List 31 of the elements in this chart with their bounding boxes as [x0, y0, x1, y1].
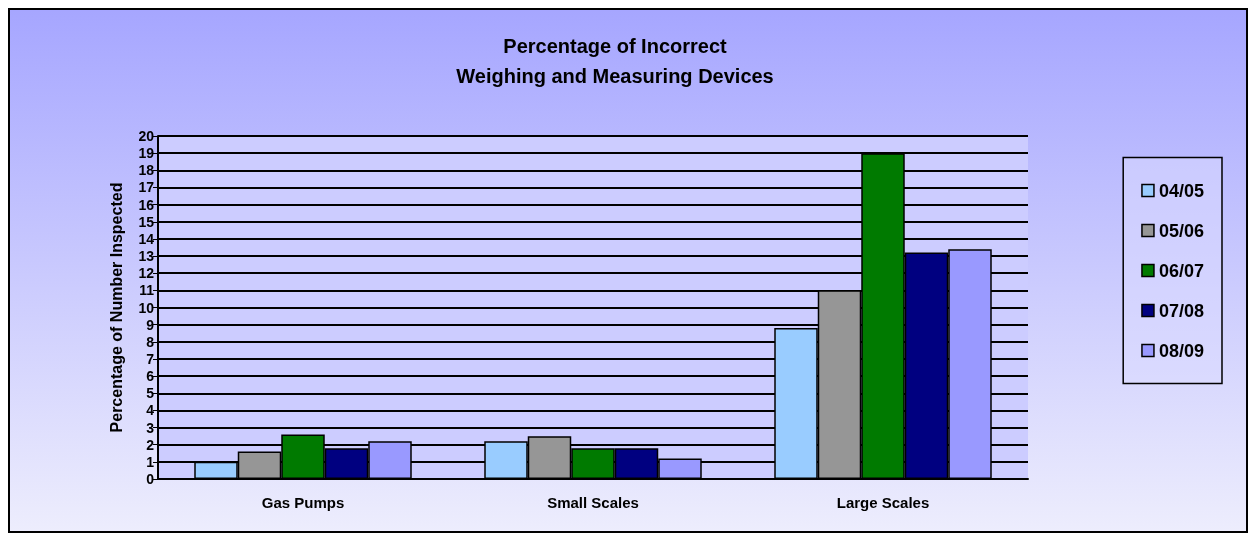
y-tick-label: 15 [138, 213, 155, 230]
y-tick-label: 4 [146, 402, 155, 419]
x-tick-label: Gas Pumps [261, 494, 345, 511]
y-tick-label: 11 [139, 282, 155, 299]
chart-title: Percentage of Incorrect Weighing and Measuring Devices [456, 35, 774, 87]
x-tick-label: Small Scales [547, 494, 639, 511]
y-tick-label: 0 [146, 471, 155, 487]
legend-label: 05/06 [1158, 220, 1204, 241]
y-tick-label: 6 [146, 368, 155, 385]
y-tick-label: 13 [138, 248, 155, 265]
y-tick-label: 19 [138, 145, 155, 162]
y-tick-label: 14 [138, 230, 155, 247]
y-tick-label: 12 [138, 265, 155, 282]
y-tick-label: 3 [146, 419, 155, 436]
legend-label: 06/07 [1158, 260, 1204, 281]
y-tick-label: 5 [146, 385, 155, 402]
y-axis-title: Percentage of Number Inspected [107, 182, 125, 433]
y-tick-label: 8 [146, 333, 155, 350]
x-tick-label: Large Scales [836, 494, 930, 511]
y-tick-label: 2 [146, 436, 155, 453]
y-tick-label: 16 [138, 196, 155, 213]
y-tick-label: 7 [146, 350, 155, 367]
legend-label: 08/09 [1158, 340, 1204, 361]
y-tick-label: 18 [138, 162, 155, 179]
y-tick-label: 17 [138, 179, 155, 196]
y-tick-label: 10 [138, 299, 155, 316]
y-tick-label: 9 [146, 316, 155, 333]
y-tick-label: 1 [146, 453, 155, 470]
legend-label: 04/05 [1158, 180, 1204, 201]
y-tick-label: 20 [138, 128, 155, 144]
legend-label: 07/08 [1158, 300, 1204, 321]
